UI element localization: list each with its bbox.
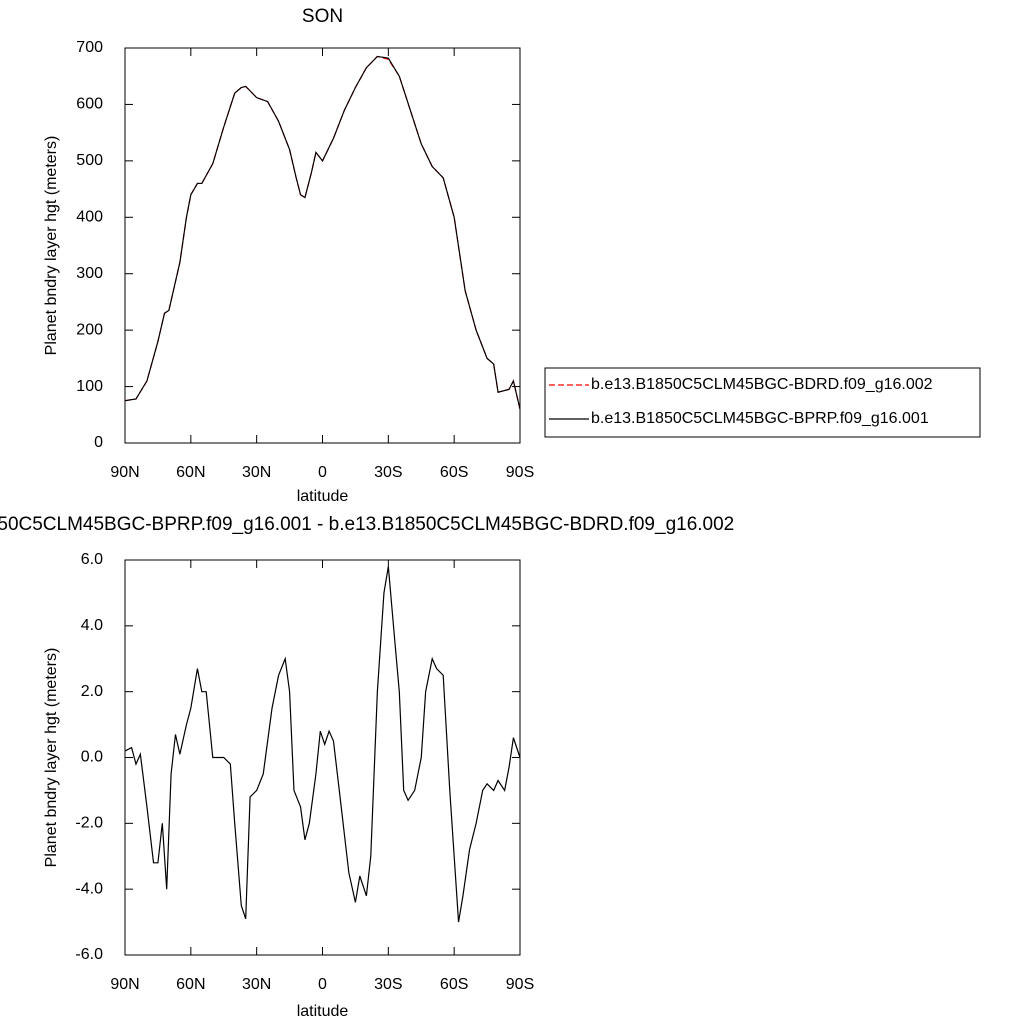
legend-label: b.e13.B1850C5CLM45BGC-BPRP.f09_g16.001 bbox=[591, 410, 929, 427]
y-tick-label: 200 bbox=[76, 321, 103, 338]
plot-frame bbox=[124, 559, 521, 956]
x-axis-label: latitude bbox=[297, 488, 349, 505]
y-tick-label: -6.0 bbox=[75, 946, 103, 963]
series-line bbox=[124, 55, 521, 410]
x-tick-label: 30S bbox=[374, 976, 402, 993]
y-tick-label: -4.0 bbox=[75, 880, 103, 897]
y-tick-label: 600 bbox=[76, 96, 103, 113]
y-tick-label: 100 bbox=[76, 378, 103, 395]
plot-frame bbox=[124, 47, 521, 444]
x-tick-label: 60S bbox=[440, 976, 468, 993]
y-tick-label: 400 bbox=[76, 209, 103, 226]
legend-box bbox=[544, 367, 981, 438]
x-tick-label: 30N bbox=[242, 976, 271, 993]
y-tick-label: 2.0 bbox=[81, 683, 103, 700]
y-tick-label: 4.0 bbox=[81, 617, 103, 634]
y-tick-label: 700 bbox=[76, 39, 103, 56]
x-axis-label: latitude bbox=[297, 1003, 349, 1020]
y-tick-label: 0 bbox=[94, 434, 103, 451]
x-tick-label: 30S bbox=[374, 464, 402, 481]
x-tick-label: 90S bbox=[506, 464, 534, 481]
y-tick-label: -2.0 bbox=[75, 815, 103, 832]
chart-title: SON bbox=[302, 6, 343, 27]
series-line bbox=[124, 566, 521, 923]
chart-title: b.e13.B1850C5CLM45BGC-BPRP.f09_g16.001 -… bbox=[0, 514, 734, 535]
y-tick-label: 6.0 bbox=[81, 551, 103, 568]
y-tick-label: 0.0 bbox=[81, 749, 103, 766]
x-tick-label: 90S bbox=[506, 976, 534, 993]
x-tick-label: 60N bbox=[176, 464, 205, 481]
x-tick-label: 0 bbox=[318, 464, 327, 481]
x-tick-label: 90N bbox=[110, 464, 139, 481]
x-tick-label: 90N bbox=[110, 976, 139, 993]
x-tick-label: 30N bbox=[242, 464, 271, 481]
x-tick-label: 0 bbox=[318, 976, 327, 993]
y-tick-label: 300 bbox=[76, 265, 103, 282]
y-tick-label: 500 bbox=[76, 152, 103, 169]
y-axis-label: Planet bndry layer hgt (meters) bbox=[43, 648, 60, 868]
y-axis-label: Planet bndry layer hgt (meters) bbox=[43, 136, 60, 356]
x-tick-label: 60S bbox=[440, 464, 468, 481]
legend-label: b.e13.B1850C5CLM45BGC-BDRD.f09_g16.002 bbox=[591, 376, 933, 393]
x-tick-label: 60N bbox=[176, 976, 205, 993]
